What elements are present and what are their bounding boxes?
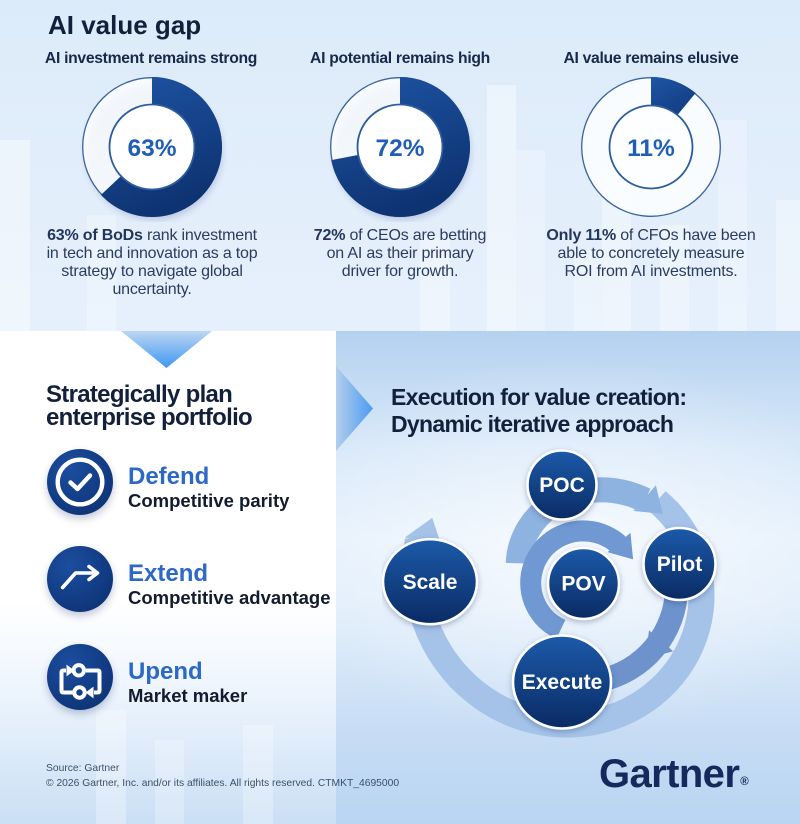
svg-text:Scale: Scale: [403, 571, 458, 594]
svg-text:63%: 63%: [127, 135, 176, 162]
svg-text:Pilot: Pilot: [657, 553, 703, 576]
svg-text:POV: POV: [561, 573, 605, 596]
svg-text:POC: POC: [539, 474, 585, 497]
svg-text:Execute: Execute: [522, 671, 603, 694]
svg-text:72%: 72%: [375, 135, 424, 162]
svg-text:11%: 11%: [627, 135, 675, 162]
